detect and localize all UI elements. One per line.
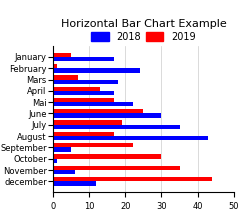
Bar [53,132,114,136]
Bar [53,113,161,118]
Bar [53,68,140,73]
Bar [53,147,71,152]
Bar [53,166,180,170]
Bar [53,57,114,61]
Bar [53,181,96,186]
Bar [53,109,143,113]
Bar [53,75,78,80]
Bar [53,159,57,163]
Bar [53,170,75,174]
Bar [53,87,100,91]
Bar [53,154,161,159]
Bar [53,125,180,129]
Bar [53,80,118,84]
Bar [53,136,208,140]
Bar [53,102,133,106]
Bar [53,177,212,181]
Bar [53,98,114,102]
Bar [53,143,133,147]
Title: Horizontal Bar Chart Example: Horizontal Bar Chart Example [60,19,226,29]
Bar [53,120,122,125]
Bar [53,64,57,68]
Bar [53,53,71,57]
Legend: 2018, 2019: 2018, 2019 [91,32,196,42]
Bar [53,91,114,95]
